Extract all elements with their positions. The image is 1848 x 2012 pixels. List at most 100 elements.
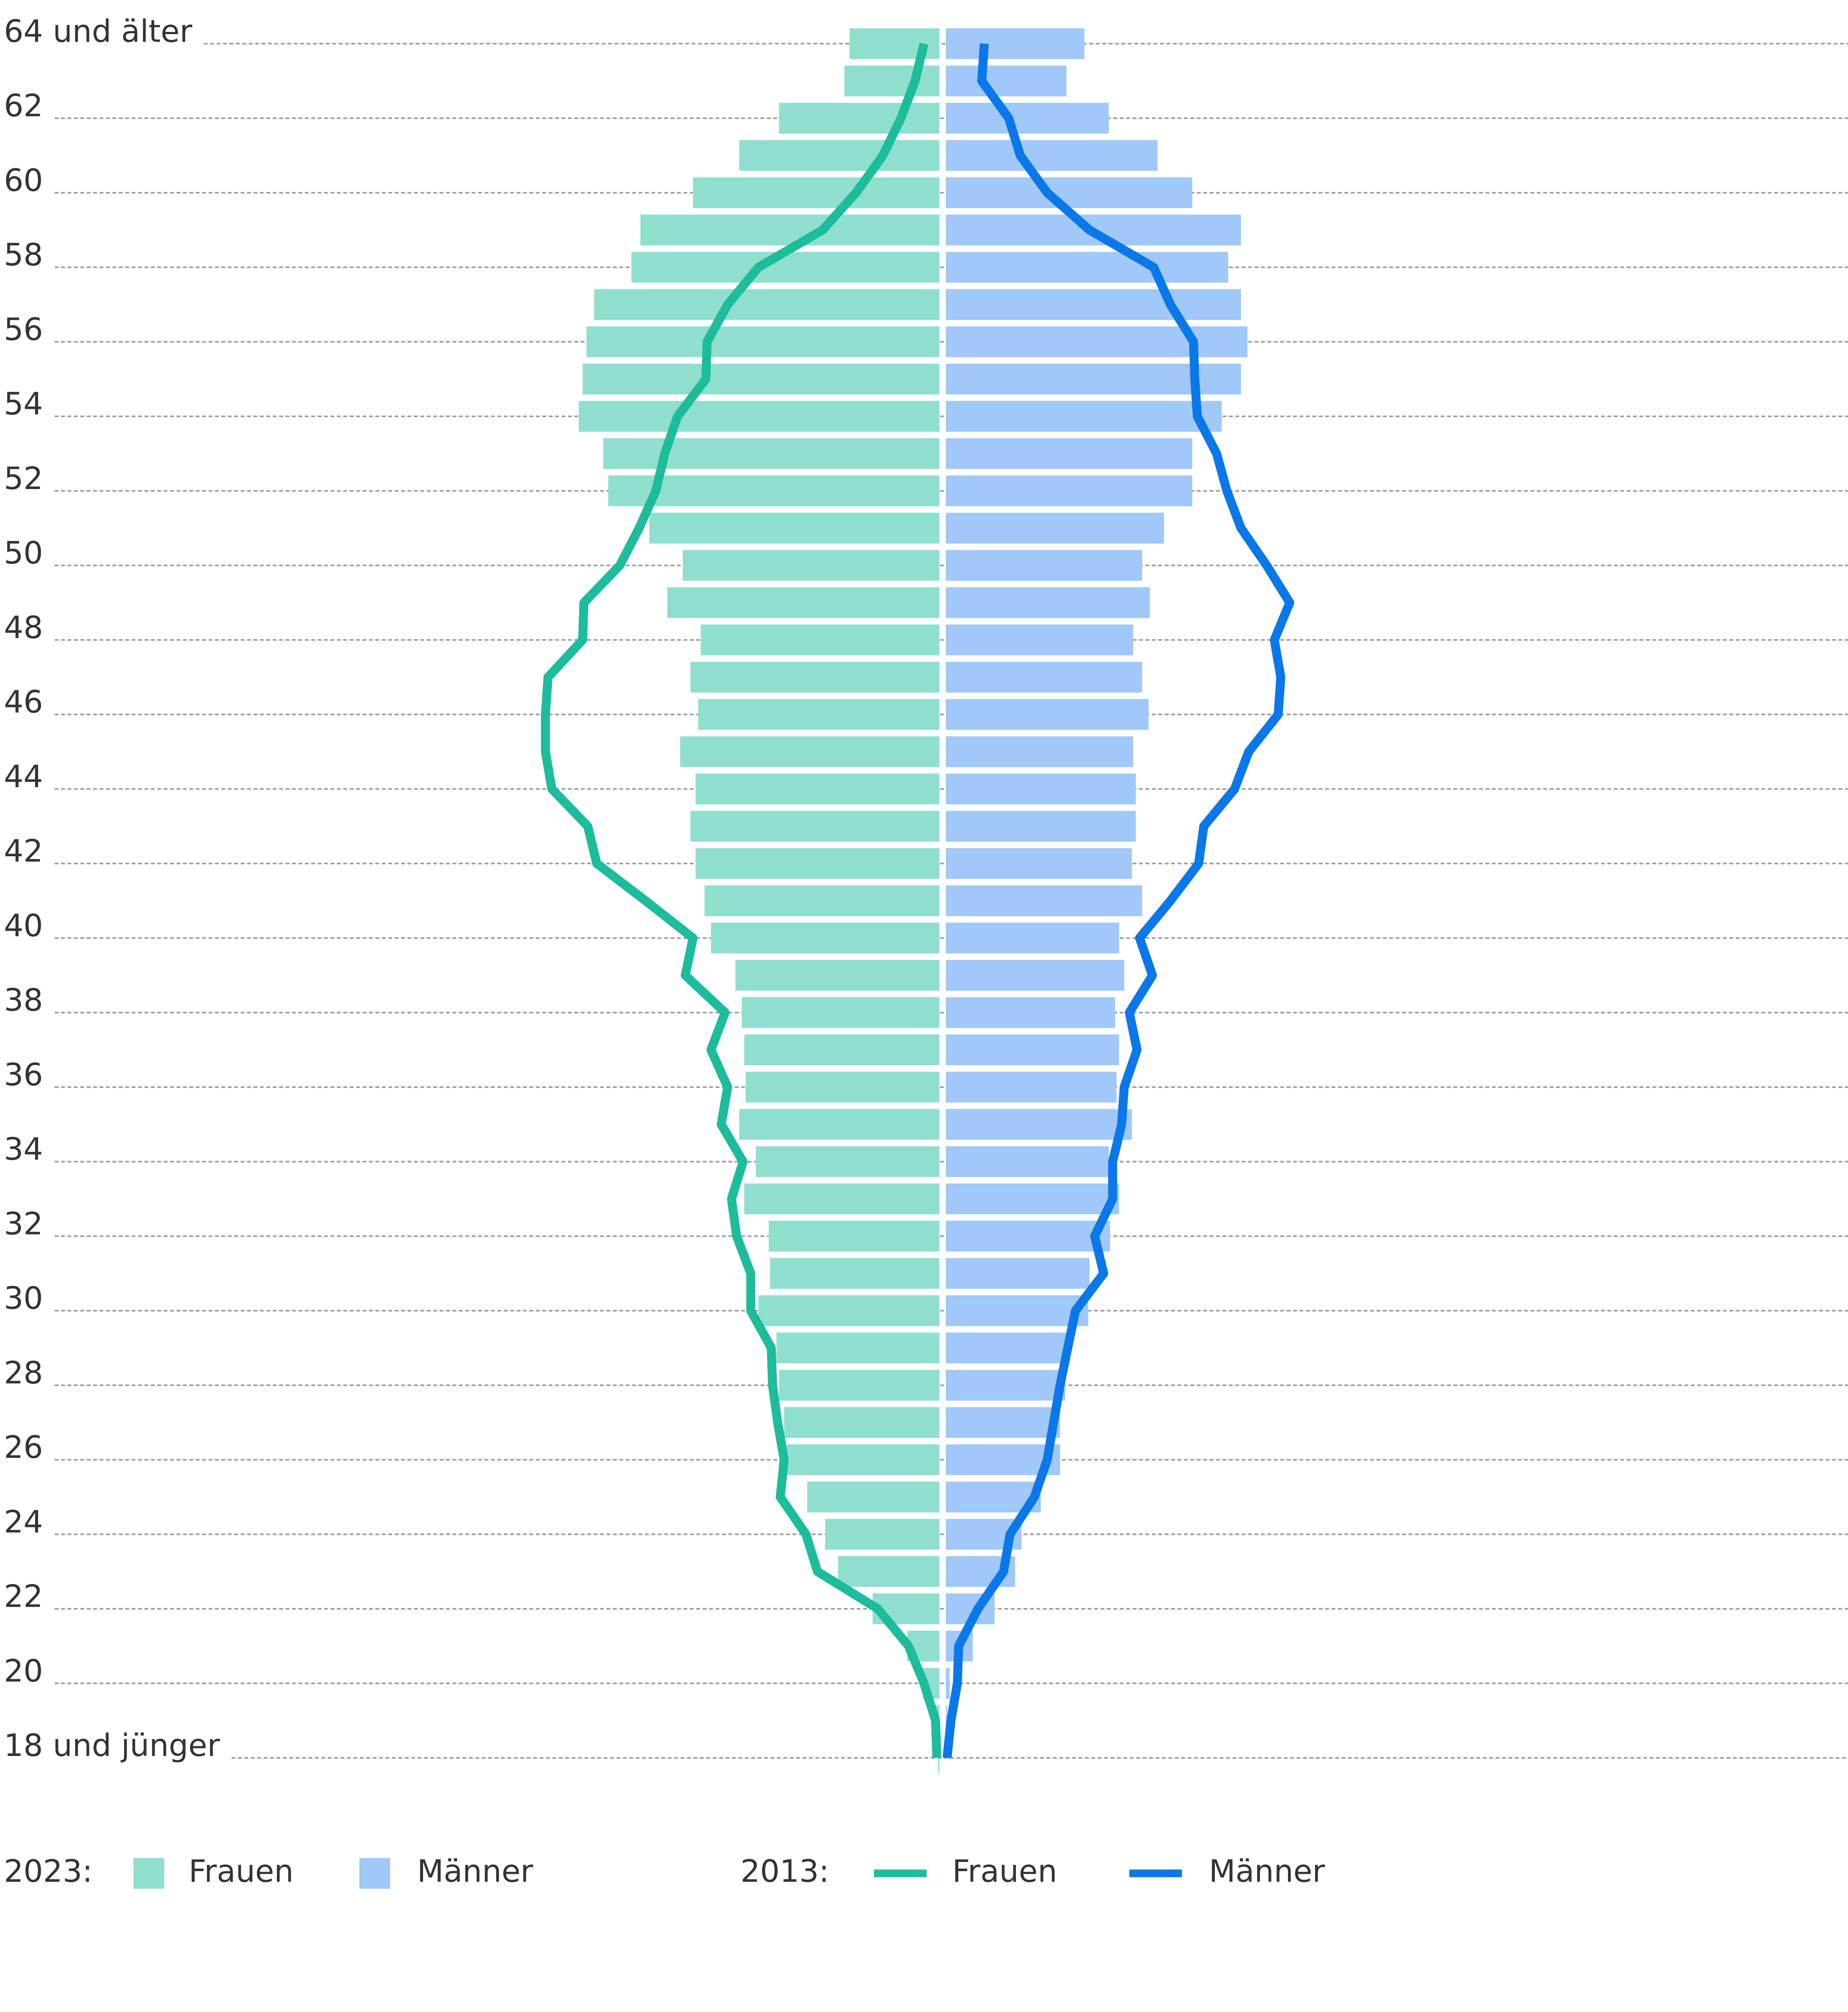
legend-label: Männer [1209, 1853, 1325, 1889]
legend-label: Männer [417, 1853, 533, 1889]
bar [945, 513, 1164, 544]
bar [742, 997, 940, 1028]
bar [825, 1519, 940, 1550]
bar [945, 1109, 1132, 1140]
bar [693, 177, 940, 208]
bar [945, 1668, 950, 1699]
line [541, 43, 942, 1758]
bar [586, 326, 940, 357]
bar [945, 550, 1142, 581]
bar [945, 65, 1067, 97]
bar [945, 736, 1133, 767]
y-tick-label: 34 [4, 1131, 43, 1167]
bar [945, 661, 1142, 693]
bar [583, 363, 940, 395]
bar [776, 1332, 940, 1363]
y-tick-label: 22 [4, 1579, 43, 1615]
bar [945, 922, 1119, 954]
bar [945, 289, 1241, 320]
bar [649, 513, 940, 544]
bar [690, 811, 940, 842]
bar [640, 214, 940, 245]
bar [769, 1220, 940, 1252]
legend-title: 2013: [740, 1853, 829, 1889]
bar [744, 1183, 940, 1215]
bar [945, 1034, 1119, 1065]
bar [608, 475, 940, 506]
bar [594, 289, 940, 320]
bar [695, 773, 940, 804]
legend-title: 2023: [4, 1853, 93, 1889]
bar [945, 1183, 1119, 1215]
bar [682, 550, 940, 581]
bar [770, 1258, 940, 1289]
bar [945, 997, 1116, 1028]
bar [838, 1556, 940, 1587]
bar [945, 1407, 1060, 1438]
bar [945, 438, 1192, 469]
bar [945, 959, 1124, 991]
bar [784, 1407, 940, 1438]
bar [945, 1146, 1109, 1177]
line [942, 43, 1295, 1759]
y-tick-label: 46 [4, 684, 43, 720]
bar [945, 699, 1149, 730]
bar [945, 885, 1142, 917]
legend-label: Frauen [952, 1853, 1057, 1889]
bar [698, 699, 940, 730]
bar [786, 1444, 940, 1476]
bar [945, 773, 1136, 804]
y-tick-label: 58 [4, 237, 43, 273]
bar [945, 177, 1192, 208]
bar [945, 103, 1109, 134]
bar [945, 252, 1228, 283]
legend-swatch [359, 1858, 390, 1889]
y-tick-label: 50 [4, 535, 43, 571]
bar [945, 1332, 1068, 1363]
y-tick-label: 52 [4, 461, 43, 497]
y-tick-label: 38 [4, 983, 43, 1018]
legend-swatch [133, 1858, 164, 1889]
y-tick-label: 20 [4, 1653, 43, 1689]
y-tick-label: 62 [4, 88, 43, 124]
bar [807, 1481, 940, 1513]
bar [711, 922, 940, 954]
bar [945, 624, 1133, 656]
bar [945, 140, 1158, 171]
bar [779, 1370, 940, 1401]
bar [756, 1146, 940, 1177]
y-tick-label: 54 [4, 386, 43, 422]
bar [938, 1742, 940, 1774]
bar [945, 475, 1192, 506]
bar [945, 28, 1085, 59]
y-tick-label: 30 [4, 1281, 43, 1317]
bar [739, 1109, 940, 1140]
y-tick-label: 32 [4, 1206, 43, 1242]
y-tick-label: 64 und älter [4, 13, 193, 49]
bar [680, 736, 940, 767]
bar [690, 661, 940, 693]
bar [745, 1072, 940, 1103]
y-tick-label: 36 [4, 1057, 43, 1093]
y-tick-label: 44 [4, 759, 43, 795]
y-tick-label: 56 [4, 311, 43, 347]
bar [631, 252, 940, 283]
y-tick-label: 24 [4, 1504, 43, 1540]
bar [667, 587, 940, 618]
bar [945, 1220, 1110, 1252]
y-tick-label: 26 [4, 1429, 43, 1465]
bar [744, 1034, 940, 1065]
bar [945, 1295, 1089, 1326]
bar [739, 140, 940, 171]
bar [945, 1370, 1066, 1401]
bar [844, 65, 940, 97]
bar [945, 848, 1132, 879]
bar [704, 885, 940, 917]
bar [700, 624, 940, 656]
y-tick-label: 48 [4, 610, 43, 645]
bar [945, 587, 1150, 618]
legend-label: Frauen [189, 1853, 294, 1889]
bar [695, 848, 940, 879]
y-tick-label: 42 [4, 833, 43, 869]
